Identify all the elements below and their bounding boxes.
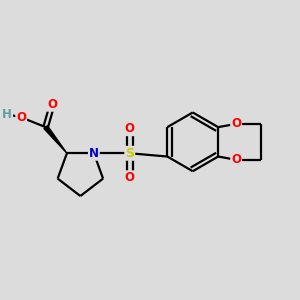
Text: H: H — [2, 108, 11, 121]
Text: O: O — [16, 111, 26, 124]
Text: O: O — [125, 171, 135, 184]
Text: O: O — [125, 122, 135, 135]
Text: S: S — [125, 147, 134, 160]
Polygon shape — [44, 126, 67, 153]
Text: O: O — [47, 98, 57, 111]
Text: O: O — [231, 117, 241, 130]
Text: N: N — [89, 147, 99, 160]
Text: O: O — [231, 153, 241, 166]
